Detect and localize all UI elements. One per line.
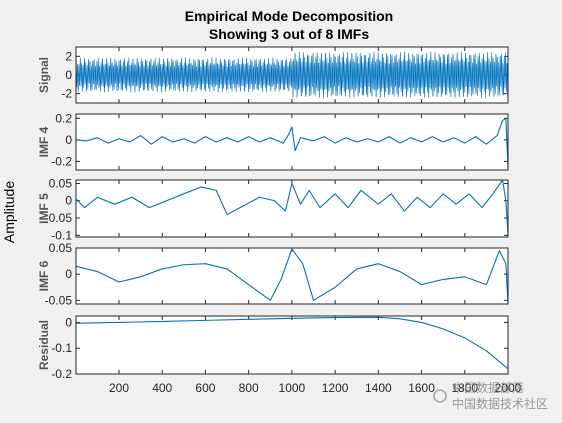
y-tick-label-imf-4: 0.2 [55, 111, 72, 125]
panel-imf-5: -0.1 -0.05 0 0.05 IMF 5 [37, 176, 509, 242]
y-tick-label-imf-5: -0.1 [51, 228, 72, 242]
y-tick-label-residual: -0.1 [51, 341, 72, 355]
panel-frame-imf-5 [75, 179, 509, 238]
panel-signal: -2 0 2 Signal [37, 46, 509, 104]
panel-label-imf-5: IMF 5 [37, 193, 51, 224]
x-tick-label: 1200 [322, 381, 349, 395]
y-tick-label-imf-5: 0 [65, 194, 72, 208]
x-tick-label: 1600 [408, 381, 435, 395]
y-tick-label-imf-6: 0.05 [49, 241, 73, 255]
panel-background-imf-6 [76, 248, 508, 304]
y-tick-label-imf-5: 0.05 [49, 176, 73, 190]
y-tick-label-imf-5: -0.05 [45, 211, 73, 225]
panel-label-residual: Residual [37, 320, 51, 370]
panel-frame-signal [75, 46, 509, 104]
panel-frame-imf-4 [75, 113, 509, 171]
chart-title: Empirical Mode Decomposition [185, 8, 393, 24]
y-tick-label-signal: 2 [65, 49, 72, 63]
panel-imf-6: -0.05 0 0.05 IMF 6 [37, 241, 509, 307]
watermark-line1: 中国数据部落 [452, 380, 524, 395]
panel-frame-residual [75, 315, 509, 375]
series-line-signal [75, 51, 509, 99]
panel-label-imf-6: IMF 6 [37, 260, 51, 291]
series-line-imf-4 [75, 117, 509, 168]
wechat-icon [433, 389, 447, 403]
series-line-imf-6 [75, 248, 509, 303]
x-tick-label: 1800 [451, 381, 478, 395]
series-line-imf-5 [75, 179, 509, 236]
y-tick-label-signal: -2 [61, 87, 72, 101]
y-tick-label-imf-6: -0.05 [45, 293, 73, 307]
x-tick-label: 2000 [495, 381, 522, 395]
panel-label-imf-4: IMF 4 [37, 126, 51, 157]
watermark-line2: 中国数据技术社区 [452, 396, 548, 411]
panel-frame-imf-6 [75, 247, 509, 305]
panel-imf-4: -0.2 0 0.2 IMF 4 [37, 111, 509, 171]
panel-background-residual [76, 316, 508, 374]
y-tick-label-residual: 0 [65, 315, 72, 329]
y-tick-label-residual: -0.2 [51, 367, 72, 381]
x-tick-label: 600 [195, 381, 215, 395]
y-tick-label-imf-4: 0 [65, 133, 72, 147]
x-tick-label: 800 [239, 381, 259, 395]
y-tick-label-signal: 0 [65, 68, 72, 82]
x-tick-label: 1400 [365, 381, 392, 395]
panel-residual: -0.2 -0.1 0 Residual [37, 315, 509, 381]
x-axis-ticks: 200 400 600 800 1000 1200 1400 1600 1800 2000 [109, 381, 522, 395]
panels: -2 0 2 Signal -0.2 0 0.2 IMF 4 -0.1 -0.05 0 0.05 IMF… [37, 46, 509, 381]
x-tick-label: 200 [109, 381, 129, 395]
series-line-residual [75, 316, 509, 370]
y-tick-label-imf-6: 0 [65, 267, 72, 281]
watermark: 中国数据部落 中国数据技术社区 [433, 380, 548, 411]
amplitude-label: Amplitude [1, 181, 17, 243]
panel-label-signal: Signal [37, 57, 51, 93]
panel-background-imf-5 [76, 180, 508, 237]
chart-subtitle: Showing 3 out of 8 IMFs [209, 26, 369, 42]
x-tick-label: 400 [152, 381, 172, 395]
x-tick-label: 1000 [279, 381, 306, 395]
y-tick-label-imf-4: -0.2 [51, 154, 72, 168]
